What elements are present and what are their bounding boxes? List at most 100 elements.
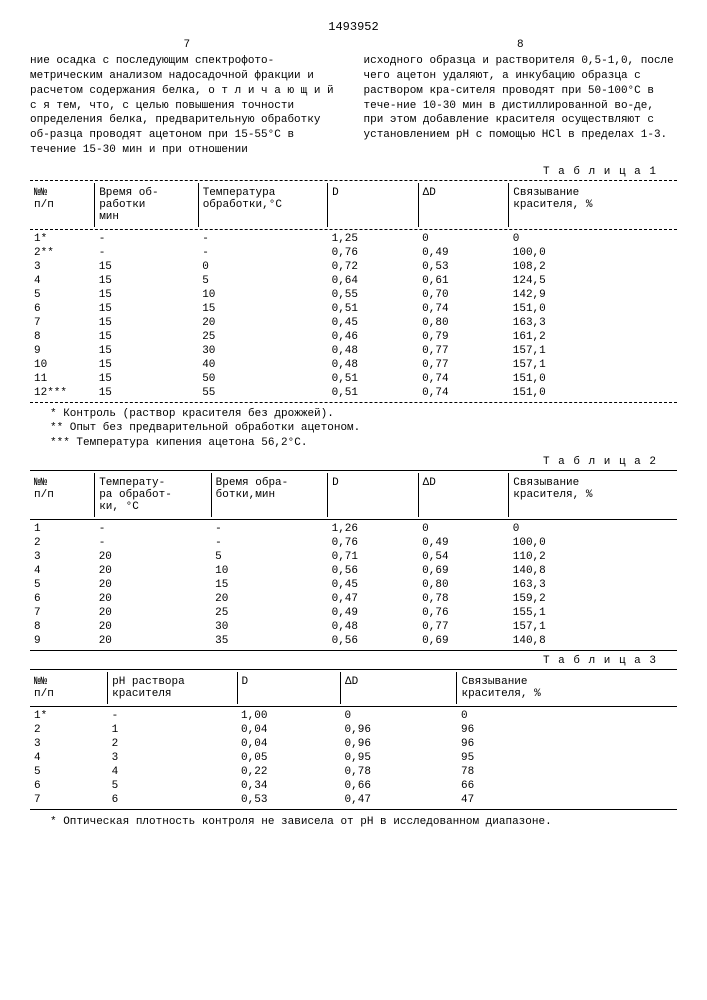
table-row: 620200,470,78159,2 — [30, 592, 677, 606]
table-cell: 1* — [30, 232, 95, 246]
table-cell: 25 — [198, 330, 327, 344]
table-row: 1*--1,2500 — [30, 232, 677, 246]
table-cell: 5 — [198, 274, 327, 288]
table-cell: - — [198, 246, 327, 260]
table-cell: 108,2 — [509, 260, 677, 274]
table-cell: 0,77 — [418, 620, 509, 634]
table-row: 2--0,760,49100,0 — [30, 536, 677, 550]
table-cell: 2 — [108, 737, 237, 751]
table-cell: 0,76 — [328, 246, 419, 260]
table-cell: 11 — [30, 372, 95, 386]
table-cell: 15 — [95, 330, 199, 344]
table-row: 1--1,2600 — [30, 522, 677, 536]
table-cell: 159,2 — [509, 592, 677, 606]
footnote-line: ** Опыт без предварительной обработки ац… — [50, 421, 677, 435]
table-cell: 0,79 — [418, 330, 509, 344]
table-cell: 7 — [30, 606, 95, 620]
table-cell: 10 — [198, 288, 327, 302]
table-cell: 66 — [457, 779, 677, 793]
table-cell: 20 — [95, 550, 211, 564]
table-cell: 0,54 — [418, 550, 509, 564]
table3: №№ п/пpH раствора красителяDΔDСвязывание… — [30, 672, 677, 704]
table-cell: 142,9 — [509, 288, 677, 302]
table-row: 615150,510,74151,0 — [30, 302, 677, 316]
right-text: исходного образца и растворителя 0,5-1,0… — [364, 54, 678, 143]
left-page-number: 7 — [183, 38, 190, 53]
table-cell: 20 — [95, 592, 211, 606]
table-cell: 0,69 — [418, 564, 509, 578]
table-cell: 12*** — [30, 386, 95, 400]
table-cell: 4 — [30, 751, 108, 765]
column-header: D — [328, 183, 419, 227]
table-cell: 40 — [198, 358, 327, 372]
divider — [30, 180, 677, 181]
table-cell: - — [108, 709, 237, 723]
table-cell: 0,71 — [328, 550, 419, 564]
table-cell: 157,1 — [509, 344, 677, 358]
table-cell: 157,1 — [509, 358, 677, 372]
table2-body: 1--1,26002--0,760,49100,032050,710,54110… — [30, 522, 677, 648]
table-cell: 0,78 — [418, 592, 509, 606]
table-cell: 4 — [108, 765, 237, 779]
right-page-number: 8 — [517, 38, 524, 53]
table-cell: 0,80 — [418, 316, 509, 330]
table-cell: 20 — [211, 592, 327, 606]
table2: №№ п/пТемперату- ра обработ- ки, °СВремя… — [30, 473, 677, 517]
table-cell: 5 — [30, 765, 108, 779]
table-cell: 6 — [108, 793, 237, 807]
table-cell: 0,74 — [418, 386, 509, 400]
table-cell: 7 — [30, 316, 95, 330]
table1-label: Т а б л и ц а 1 — [30, 166, 657, 178]
table-cell: 2** — [30, 246, 95, 260]
table-cell: 0,47 — [341, 793, 457, 807]
table-cell: 15 — [95, 288, 199, 302]
text-columns: 7 ние осадка с последующим спектрофото-м… — [30, 38, 677, 158]
table-row: 12***15550,510,74151,0 — [30, 386, 677, 400]
table-row: 820300,480,77157,1 — [30, 620, 677, 634]
table-cell: 15 — [95, 260, 199, 274]
table-row: 320,040,9696 — [30, 737, 677, 751]
table-cell: 100,0 — [509, 246, 677, 260]
column-header: Время обра- ботки,мин — [211, 473, 327, 517]
table-cell: 25 — [211, 606, 327, 620]
table-cell: 0,45 — [328, 316, 419, 330]
table-cell: 5 — [108, 779, 237, 793]
table-cell: 0,51 — [328, 386, 419, 400]
table-cell: 124,5 — [509, 274, 677, 288]
table-cell: 15 — [95, 386, 199, 400]
table-cell: 30 — [198, 344, 327, 358]
table-cell: - — [211, 536, 327, 550]
table-cell: 151,0 — [509, 372, 677, 386]
table-cell: 0,77 — [418, 358, 509, 372]
right-column: 8 исходного образца и растворителя 0,5-1… — [364, 38, 678, 158]
table-cell: 0,80 — [418, 578, 509, 592]
table-cell: 1 — [30, 522, 95, 536]
table-cell: 0,05 — [237, 751, 341, 765]
table-cell: 35 — [211, 634, 327, 648]
table-cell: 0,04 — [237, 737, 341, 751]
table-row: 915300,480,77157,1 — [30, 344, 677, 358]
table-cell: 0,96 — [341, 723, 457, 737]
table-cell: 163,3 — [509, 316, 677, 330]
table-row: 515100,550,70142,9 — [30, 288, 677, 302]
table-cell: - — [95, 536, 211, 550]
table-cell: 9 — [30, 344, 95, 358]
column-header: ΔD — [418, 183, 509, 227]
table-cell: 0,48 — [328, 344, 419, 358]
table-cell: 140,8 — [509, 634, 677, 648]
table-cell: 0,22 — [237, 765, 341, 779]
table-cell: 0,76 — [328, 536, 419, 550]
table-cell: 1,26 — [328, 522, 419, 536]
table-cell: 15 — [95, 358, 199, 372]
table-cell: 0,72 — [328, 260, 419, 274]
table-cell: 155,1 — [509, 606, 677, 620]
doc-number: 1493952 — [30, 20, 677, 34]
table-cell: 8 — [30, 620, 95, 634]
table-cell: 0,76 — [418, 606, 509, 620]
table-cell: 100,0 — [509, 536, 677, 550]
table-cell: 55 — [198, 386, 327, 400]
table-cell: 15 — [198, 302, 327, 316]
table-cell: 50 — [198, 372, 327, 386]
left-column: 7 ние осадка с последующим спектрофото-м… — [30, 38, 344, 158]
table-cell: 1 — [108, 723, 237, 737]
